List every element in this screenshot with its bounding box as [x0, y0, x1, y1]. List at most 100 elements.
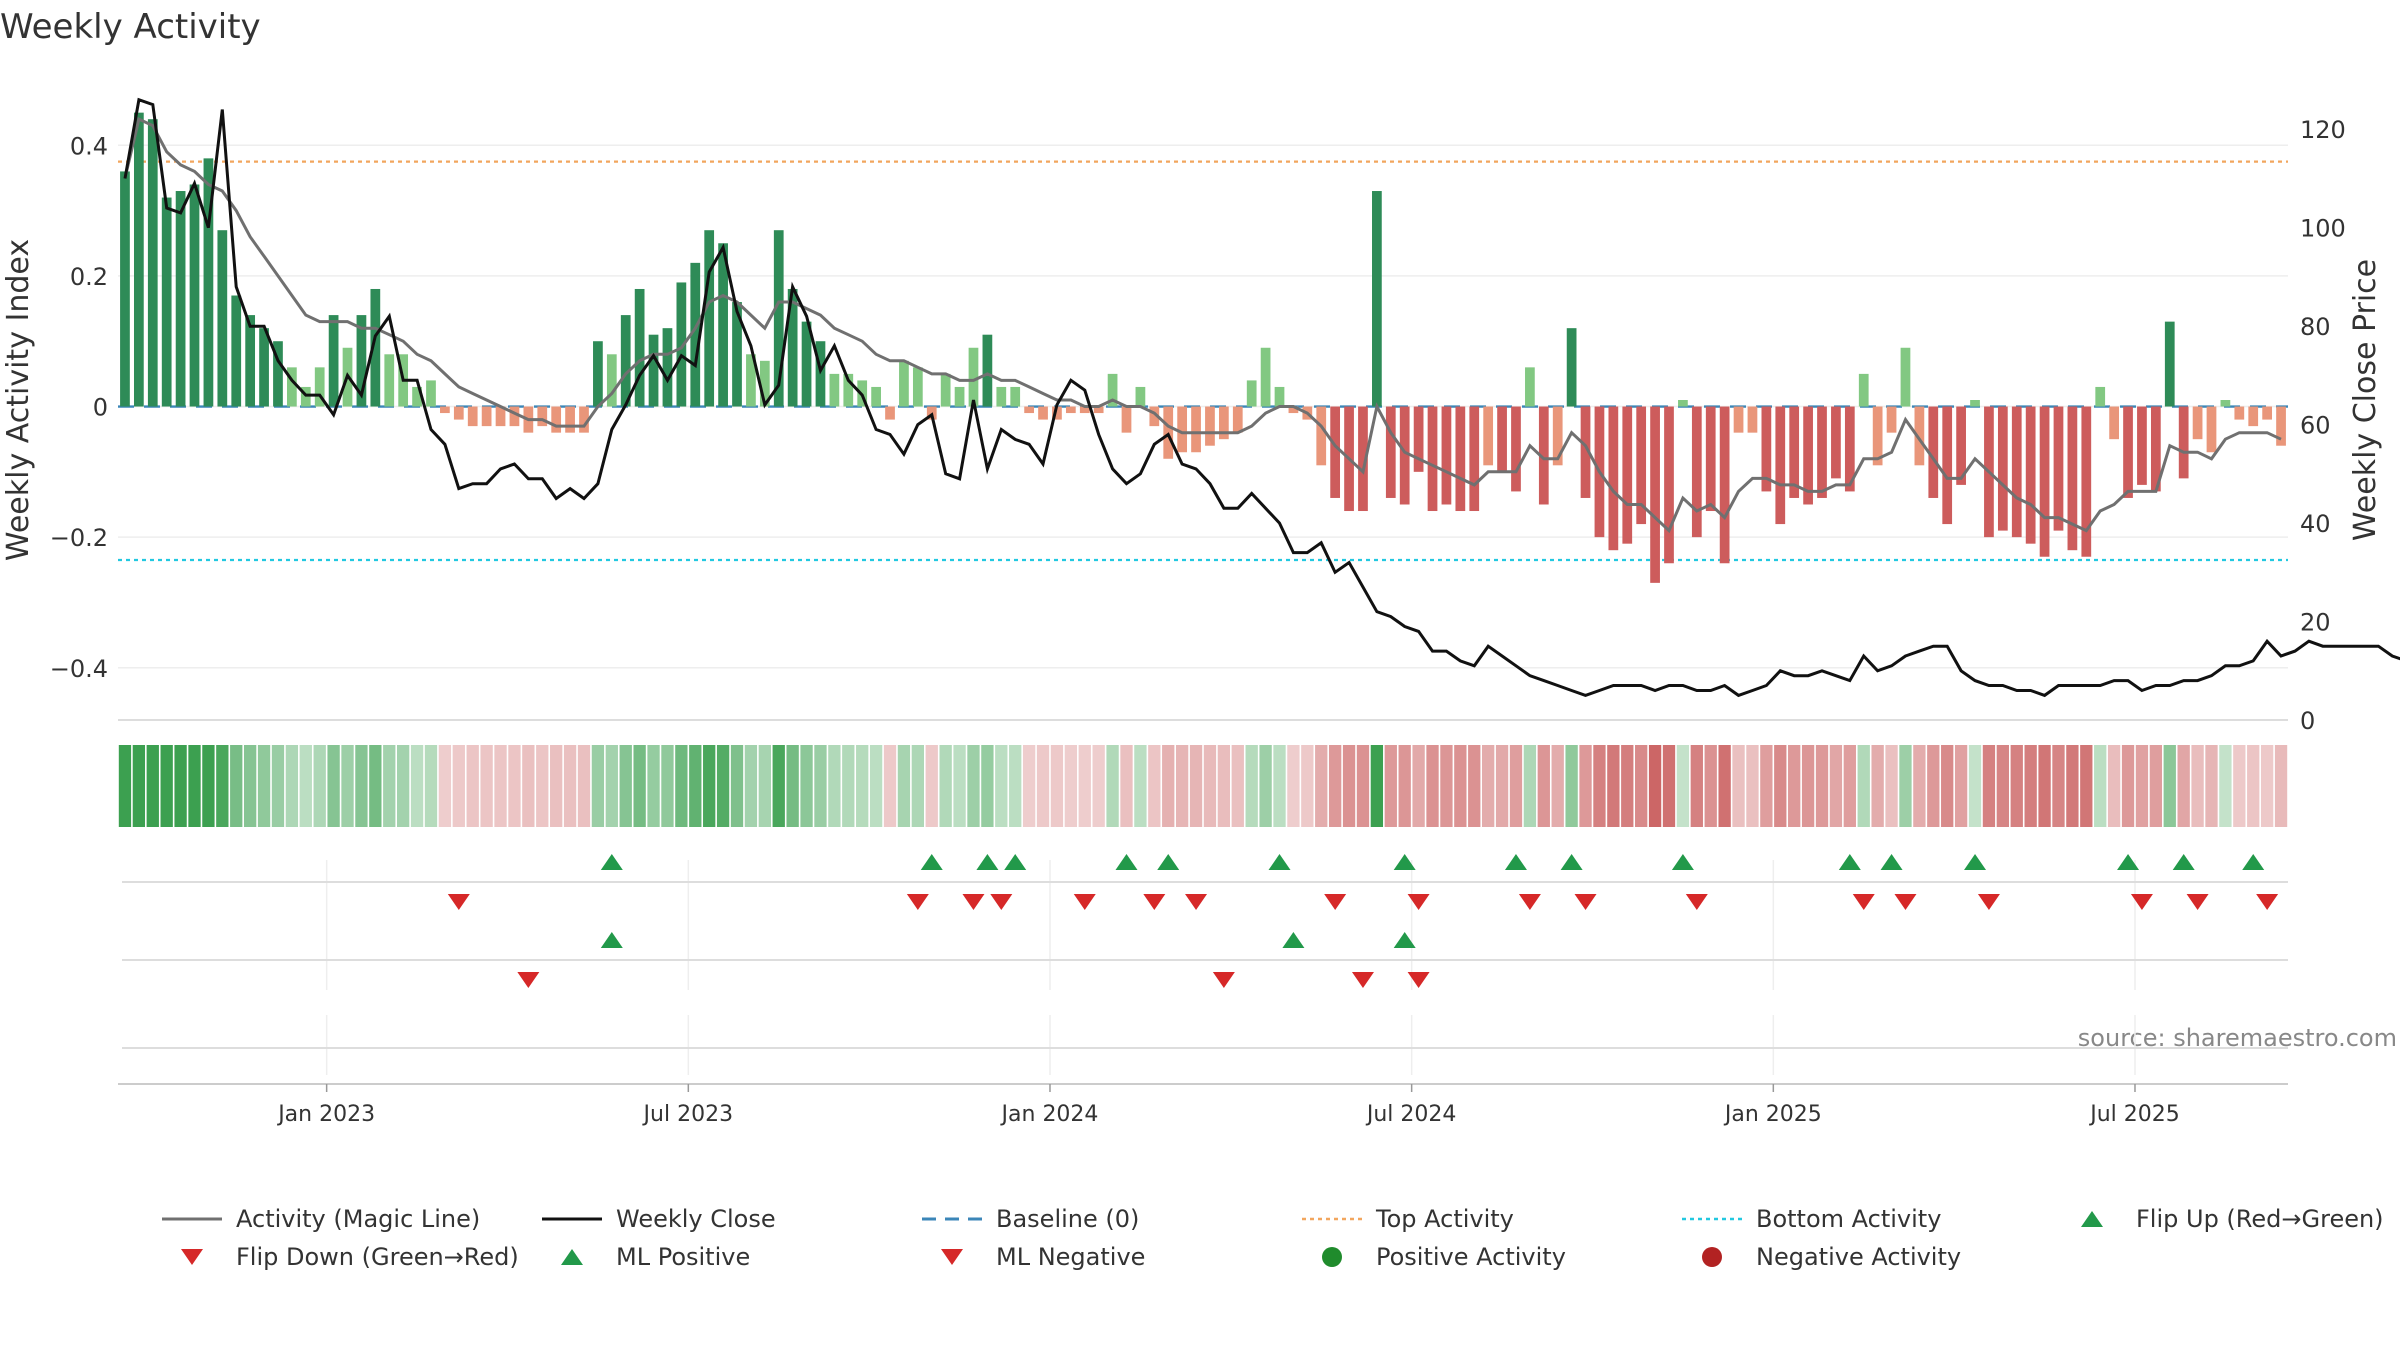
heat-strip-cell [271, 745, 285, 827]
heat-strip-cell [1662, 745, 1676, 827]
heat-strip-cell [1996, 745, 2009, 827]
y-axis-left-label: Weekly Activity Index [1, 239, 36, 561]
flip-down-marker [2130, 894, 2153, 910]
heat-strip-cell [327, 745, 340, 827]
activity-bar [1747, 406, 1758, 433]
heat-strip-cell [1885, 745, 1898, 827]
heat-strip-cell [661, 745, 674, 827]
activity-bar [982, 334, 993, 407]
heat-strip-cell [1217, 745, 1231, 827]
heat-strip-cell [730, 745, 744, 827]
activity-bar [996, 386, 1007, 407]
heat-strip-cell [2177, 745, 2190, 827]
heat-strip-cell [160, 745, 173, 827]
activity-bar [2039, 406, 2050, 557]
heat-strip-cell [675, 745, 688, 827]
heat-strip-cell [1648, 745, 1662, 827]
heat-strip-cell [188, 745, 201, 827]
legend-symbol-dotted [1680, 1204, 1744, 1234]
activity-bar [1817, 406, 1827, 498]
heat-strip-cell [883, 745, 897, 827]
activity-bar [1316, 406, 1327, 466]
activity-bar [1733, 406, 1744, 433]
activity-bar [1274, 386, 1285, 407]
activity-bar [133, 112, 144, 407]
activity-bar [676, 282, 687, 407]
flip-down-marker [1852, 894, 1875, 910]
legend-item: Bottom Activity [1680, 1200, 1941, 1238]
heat-strip-cell [1537, 745, 1550, 827]
activity-bar [787, 288, 798, 407]
activity-bar [968, 347, 979, 407]
activity-bar [161, 197, 172, 407]
x-tick-label: Jul 2024 [1365, 1102, 1457, 1127]
heat-strip-cell [536, 745, 549, 827]
flip-down-marker [1324, 894, 1347, 910]
activity-bar [1678, 400, 1688, 407]
activity-bar [120, 171, 130, 407]
activity-bar [1052, 406, 1062, 420]
y-tick-label-left: −0.4 [50, 655, 108, 683]
heat-strip-cell [522, 745, 535, 827]
activity-bar [1580, 406, 1591, 498]
heat-strip-cell [814, 745, 827, 827]
legend-item: Activity (Magic Line) [160, 1200, 480, 1238]
heat-strip-cell [1189, 745, 1203, 827]
activity-bar [2109, 406, 2119, 440]
legend-symbol-triangle-up [540, 1242, 604, 1272]
activity-bar [1664, 406, 1674, 564]
activity-bar [1135, 386, 1146, 407]
y-tick-labels: 0.4 0.2 0 −0.2 −0.4 0 20 40 60 80 100 120 [50, 116, 2346, 735]
activity-bar [1079, 406, 1090, 414]
flip-down-marker [1212, 972, 1235, 988]
activity-bar [2095, 386, 2106, 407]
y-tick-label-right: 120 [2300, 116, 2346, 144]
heat-strip-cell [981, 745, 994, 827]
flip-down-marker [1685, 894, 1708, 910]
heat-strip-cell [2080, 745, 2093, 827]
activity-bar [2206, 406, 2217, 453]
activity-bar [1775, 406, 1786, 525]
magic-line-series [123, 117, 2282, 534]
heat-strip-cell [1064, 745, 1078, 827]
heat-strip-cell [2135, 745, 2149, 827]
heat-strip-cell [1022, 745, 1036, 827]
y-tick-label-right: 60 [2300, 412, 2331, 440]
heat-strip-cell [716, 745, 730, 827]
activity-bar [300, 386, 311, 407]
activity-bar [1761, 406, 1772, 492]
activity-bar [1872, 406, 1883, 466]
heat-strip-cell [355, 745, 368, 827]
activity-bar [1149, 406, 1160, 427]
heat-strip-cell [1732, 745, 1745, 827]
legend-item: ML Positive [540, 1238, 750, 1276]
heat-strip-cell [591, 745, 605, 827]
activity-bar [1914, 406, 1925, 466]
y-tick-label-left: 0.4 [70, 132, 108, 160]
activity-bar [565, 406, 575, 433]
flip-down-marker [517, 972, 540, 988]
heat-strip-cell [1370, 745, 1384, 827]
flip-up-marker [976, 854, 999, 870]
x-tick-label: Jan 2025 [1723, 1102, 1822, 1127]
legend-symbol-circle [1680, 1242, 1744, 1272]
activity-bar [634, 288, 645, 407]
heat-strip-cell [2247, 745, 2260, 827]
legend-item: Flip Down (Green→Red) [160, 1238, 519, 1276]
x-tick-label: Jul 2025 [2088, 1102, 2180, 1127]
legend-item: Top Activity [1300, 1200, 1514, 1238]
heat-strip-cell [369, 745, 382, 827]
flip-up-marker [1964, 854, 1987, 870]
activity-bar [732, 302, 742, 407]
activity-bar [954, 386, 965, 407]
heat-strip-cell [1843, 745, 1856, 827]
heat-strip-cell [1315, 745, 1328, 827]
heat-strip-cell [1301, 745, 1314, 827]
activity-bar [1038, 406, 1048, 420]
heat-strip-cell [1259, 745, 1272, 827]
heat-strip-cell [1621, 745, 1634, 827]
heat-strip-cell [1801, 745, 1815, 827]
activity-bar [2192, 406, 2203, 440]
activity-bar [1330, 406, 1341, 498]
heat-strip-cell [800, 745, 813, 827]
